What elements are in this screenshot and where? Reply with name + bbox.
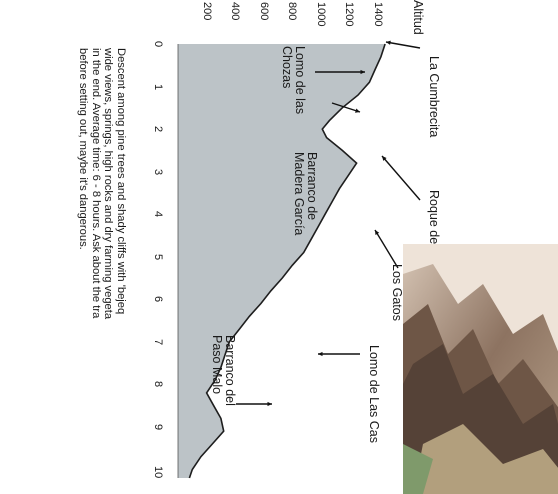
annotation-label: Lomo de las Chozas — [280, 46, 308, 115]
x-tick-label: 0 — [152, 41, 164, 48]
y-tick-label: 400 — [229, 2, 242, 21]
arrow-head — [386, 40, 391, 45]
annotation-label: Los Gatos — [390, 264, 404, 321]
x-tick-label: 7 — [152, 338, 164, 345]
annotation-arrow — [381, 155, 421, 201]
landscape-photo — [403, 244, 558, 494]
x-tick-label: 1 — [152, 83, 164, 90]
description-line: in the end. Average time: 6 - 8 hours. A… — [89, 48, 102, 319]
x-tick-label: 6 — [152, 296, 164, 303]
elevation-line — [188, 43, 386, 479]
x-tick-label: 4 — [152, 211, 164, 218]
annotation-label: Barranco de Madera García — [292, 152, 320, 236]
y-tick-label: 200 — [200, 2, 213, 21]
x-tick-label: 2 — [152, 126, 164, 133]
arrow-head — [318, 351, 323, 357]
annotation-arrow — [374, 229, 399, 269]
arrow-head — [382, 156, 387, 161]
y-axis-label: Altitud — [411, 0, 425, 35]
description-line: Descent among pine trees and shady cliff… — [115, 48, 127, 315]
x-tick-label: 5 — [152, 253, 164, 260]
x-tick-label: 9 — [152, 423, 164, 431]
y-tick-label: 600 — [257, 2, 270, 21]
arrow-head — [360, 69, 365, 75]
elevation-area — [178, 44, 386, 478]
annotation-arrow — [385, 41, 421, 49]
description-line: wide views, springs, high rocks and dry … — [102, 48, 115, 320]
route-description: Descent among pine trees and shady cliff… — [77, 48, 127, 478]
x-tick-label: 3 — [152, 168, 164, 175]
y-tick-label: 800 — [286, 2, 299, 21]
description-line: before setting out, maybe it's dangerous… — [77, 48, 90, 250]
annotation-label: La Cumbrecita — [427, 56, 441, 138]
arrow-head — [375, 230, 380, 235]
arrow-head — [355, 108, 360, 113]
annotation-label: Lomo de Las Cas — [367, 345, 381, 443]
annotation-label: Barranco del Paso Malo — [210, 335, 238, 406]
arrow-head — [267, 401, 272, 407]
y-tick-label: 1000 — [314, 2, 327, 27]
annotation-arrow — [331, 102, 361, 113]
y-tick-label: 1400 — [372, 2, 384, 27]
x-tick-label: 10 — [152, 466, 164, 479]
x-tick-label: 8 — [152, 381, 164, 388]
y-tick-label: 1200 — [343, 2, 356, 27]
